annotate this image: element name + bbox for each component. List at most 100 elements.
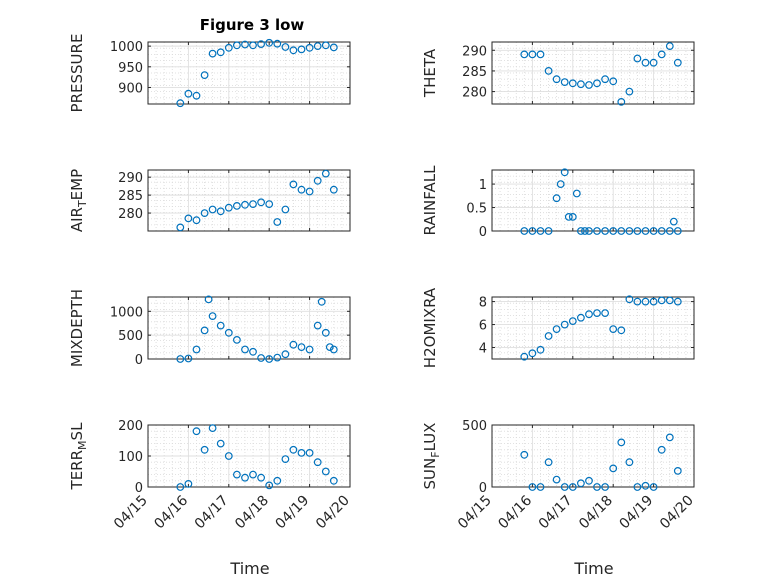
subplot: 0 500 1000 MIXDEPTH — [68, 289, 351, 368]
data-point — [585, 81, 593, 89]
data-point — [329, 185, 338, 194]
data-point — [581, 227, 589, 235]
data-point — [657, 296, 666, 305]
data-point — [633, 54, 642, 63]
data-point — [329, 345, 338, 354]
data-point — [224, 328, 233, 337]
data-point — [200, 326, 209, 335]
data-point — [617, 227, 626, 235]
data-point — [528, 349, 537, 358]
data-point — [249, 41, 257, 50]
data-point — [669, 217, 678, 226]
data-point — [224, 203, 233, 212]
data-point — [176, 483, 185, 491]
data-point — [544, 227, 553, 235]
data-point — [641, 58, 650, 67]
data-point — [265, 200, 274, 209]
y-tick-label: 0 — [135, 353, 143, 368]
x-axis-label-right: Time — [573, 559, 613, 578]
y-tick-label: 500 — [118, 329, 143, 344]
data-point — [617, 97, 626, 106]
data-point — [556, 180, 565, 189]
data-point — [665, 227, 674, 235]
data-point — [273, 353, 282, 362]
y-tick-label: 1000 — [110, 40, 143, 55]
data-point — [289, 340, 298, 349]
data-point — [208, 424, 217, 433]
data-point — [289, 180, 298, 189]
y-tick-label: 285 — [462, 65, 487, 80]
data-point — [208, 49, 217, 58]
data-point — [249, 347, 257, 356]
data-point — [297, 45, 306, 54]
data-point — [257, 40, 266, 48]
data-point — [601, 309, 609, 318]
y-tick-label: 8 — [479, 296, 487, 311]
x-tick-label: 04/17 — [192, 493, 232, 533]
x-tick-label: 04/18 — [232, 493, 272, 533]
data-point — [216, 439, 225, 448]
data-point — [577, 313, 585, 322]
x-tick-label: 04/20 — [313, 493, 353, 533]
y-tick-label: 0 — [479, 481, 487, 496]
x-tick-label: 04/17 — [536, 493, 576, 533]
data-point — [241, 40, 249, 49]
data-point — [552, 325, 561, 334]
data-point — [297, 343, 306, 352]
data-point — [649, 483, 658, 491]
data-point — [329, 476, 338, 485]
data-point — [625, 458, 634, 467]
subplot: 280 285 290 THETA — [421, 41, 695, 106]
data-point — [257, 473, 266, 482]
data-point — [281, 205, 290, 214]
data-point — [281, 455, 290, 464]
data-point — [224, 43, 233, 52]
data-point — [673, 58, 682, 67]
data-point — [313, 458, 322, 467]
data-point — [241, 200, 249, 209]
data-point — [609, 325, 618, 334]
data-point — [273, 218, 282, 226]
data-point — [673, 297, 682, 306]
y-tick-label: 6 — [479, 319, 487, 334]
data-point — [536, 483, 545, 491]
x-tick-label: 04/16 — [151, 492, 191, 532]
y-tick-label: 4 — [479, 342, 487, 357]
data-point — [305, 449, 314, 457]
data-point — [325, 343, 334, 352]
data-point — [649, 297, 658, 306]
y-tick-label: 950 — [118, 61, 143, 76]
data-point — [633, 227, 642, 235]
data-point — [224, 452, 233, 460]
data-point — [641, 297, 650, 306]
data-point — [552, 475, 561, 484]
y-tick-label: 100 — [118, 450, 143, 465]
data-point — [665, 433, 674, 442]
data-point — [617, 326, 626, 335]
data-point — [617, 438, 626, 447]
data-point — [321, 328, 330, 337]
data-point — [625, 227, 634, 235]
data-point — [297, 449, 306, 457]
subplot: 900 950 1000 PRESSURE — [68, 34, 351, 112]
axes-box — [491, 296, 695, 360]
data-point — [609, 227, 618, 235]
data-point — [273, 476, 282, 485]
data-point — [216, 207, 225, 216]
data-point — [544, 458, 553, 467]
y-tick-label: 290 — [462, 44, 487, 59]
data-point — [289, 46, 298, 55]
data-point — [544, 66, 553, 75]
data-point — [633, 483, 642, 491]
data-point — [192, 91, 201, 100]
data-point — [665, 296, 674, 305]
y-tick-label: 290 — [118, 171, 143, 186]
data-point — [232, 470, 241, 479]
data-point — [305, 187, 314, 196]
axes-box — [147, 169, 351, 232]
data-point — [265, 355, 274, 363]
data-point — [297, 185, 306, 194]
subplot: 0 100 200 TERRMSL 04/15 04/16 04/17 04/18 04/19 0… — [68, 419, 353, 532]
y-tick-label: 280 — [462, 86, 487, 101]
data-point — [625, 87, 634, 96]
